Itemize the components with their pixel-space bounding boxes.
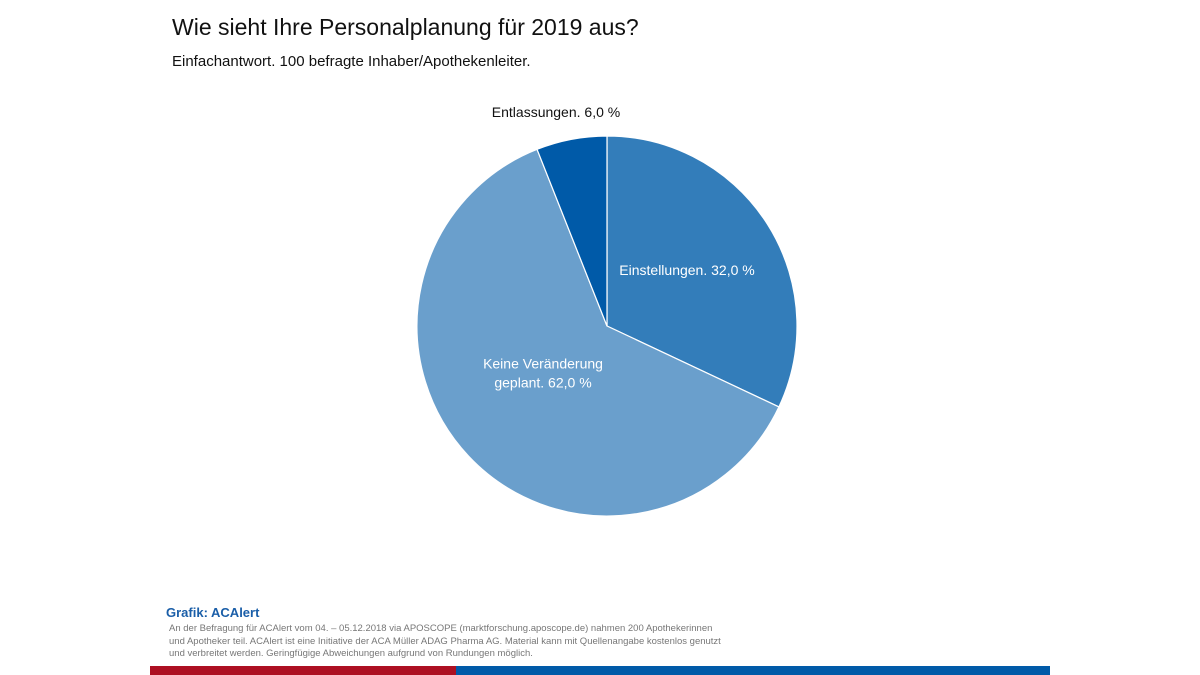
footer-bar-red	[150, 666, 456, 675]
slice-label: Entlassungen. 6,0 %	[492, 104, 620, 120]
slice-label: Keine Veränderung geplant. 62,0 %	[483, 356, 603, 391]
chart-title: Wie sieht Ihre Personalplanung für 2019 …	[172, 14, 639, 40]
slice-label: Einstellungen. 32,0 %	[619, 262, 754, 278]
pie-slice	[536, 135, 608, 327]
footnote: An der Befragung für ACAlert vom 04. – 0…	[169, 623, 721, 659]
pie-slice	[606, 135, 798, 408]
source-label: Grafik: ACAlert	[166, 605, 260, 620]
pie-slice	[416, 148, 780, 517]
chart-subtitle: Einfachantwort. 100 befragte Inhaber/Apo…	[172, 53, 531, 70]
footer-bar-blue	[456, 666, 1050, 675]
